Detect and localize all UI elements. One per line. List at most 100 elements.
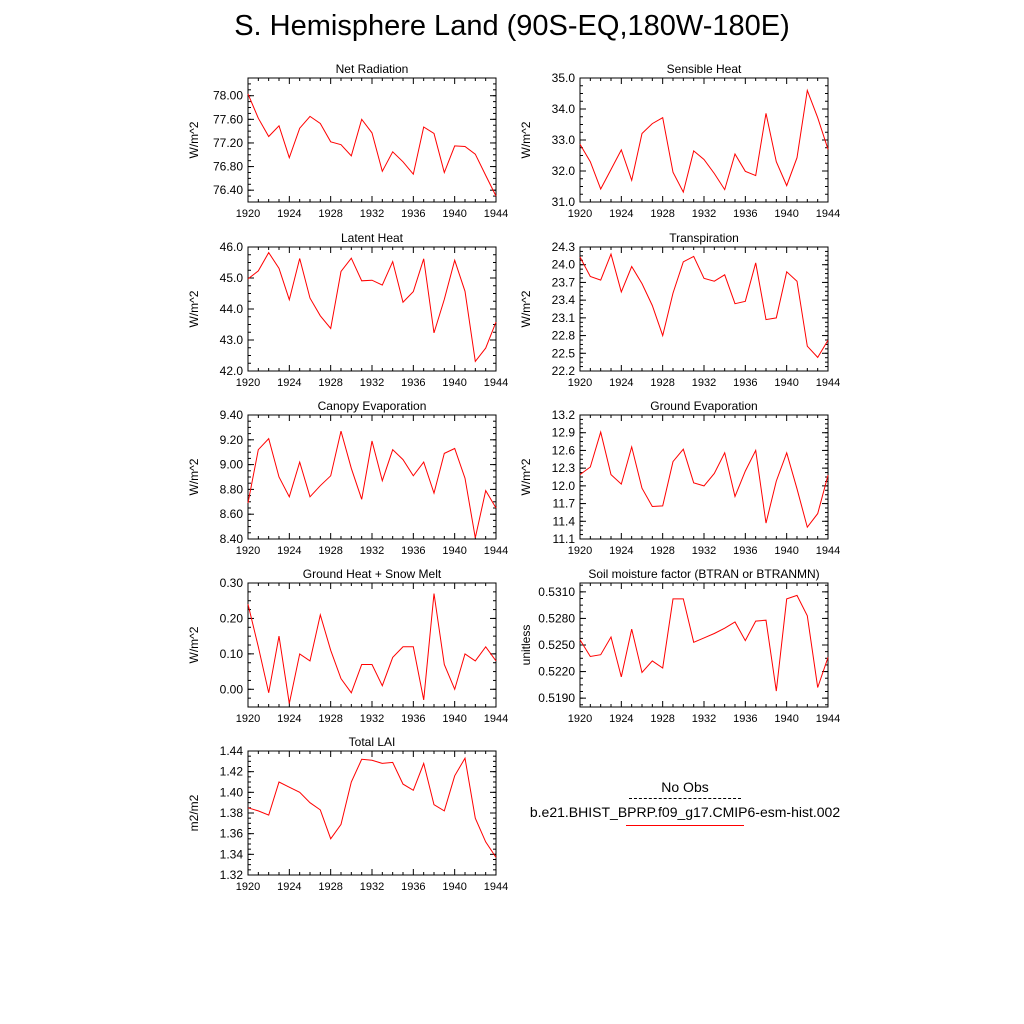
y-tick-label: 0.10 xyxy=(220,647,244,661)
x-tick-label: 1924 xyxy=(277,377,301,389)
x-tick-label: 1920 xyxy=(236,208,260,220)
chart-title: Latent Heat xyxy=(341,231,404,245)
plot-frame xyxy=(579,77,829,203)
y-tick-label: 0.20 xyxy=(220,611,244,625)
y-tick-label: 12.3 xyxy=(552,461,576,475)
x-tick-label: 1936 xyxy=(401,208,425,220)
y-tick-label: 12.9 xyxy=(552,426,576,440)
x-tick-label: 1924 xyxy=(609,713,633,725)
y-tick-label: 12.0 xyxy=(552,479,576,493)
figure-title: S. Hemisphere Land (90S-EQ,180W-180E) xyxy=(234,10,790,42)
chart-title: Ground Heat + Snow Melt xyxy=(303,567,442,581)
y-axis-label: W/m^2 xyxy=(519,121,533,158)
series-line xyxy=(579,430,829,529)
y-tick-label: 0.5280 xyxy=(538,611,575,625)
plot-frame xyxy=(247,246,497,372)
y-tick-label: 0.00 xyxy=(220,682,244,696)
x-tick-label: 1936 xyxy=(401,545,425,557)
x-tick-label: 1920 xyxy=(568,377,592,389)
x-tick-label: 1920 xyxy=(236,713,260,725)
x-tick-label: 1928 xyxy=(318,208,342,220)
y-tick-label: 8.40 xyxy=(220,532,244,546)
y-tick-label: 77.60 xyxy=(213,112,243,126)
y-tick-label: 45.0 xyxy=(220,271,244,285)
y-tick-label: 9.00 xyxy=(220,458,244,472)
y-axis-label: W/m^2 xyxy=(519,458,533,495)
x-tick-label: 1944 xyxy=(484,545,508,557)
y-tick-label: 23.1 xyxy=(552,311,576,325)
x-tick-label: 1924 xyxy=(609,377,633,389)
y-tick-label: 11.4 xyxy=(553,514,576,528)
y-tick-label: 1.40 xyxy=(220,785,244,799)
x-tick-label: 1928 xyxy=(650,208,674,220)
chart-title: Sensible Heat xyxy=(667,62,742,76)
y-tick-label: 23.7 xyxy=(552,275,576,289)
x-tick-label: 1936 xyxy=(401,713,425,725)
y-tick-label: 0.5190 xyxy=(538,691,575,705)
x-tick-label: 1944 xyxy=(484,713,508,725)
y-tick-label: 0.30 xyxy=(220,576,244,590)
y-axis-label: W/m^2 xyxy=(519,290,533,327)
x-tick-label: 1944 xyxy=(816,208,840,220)
y-tick-label: 76.80 xyxy=(213,160,243,174)
x-tick-label: 1940 xyxy=(774,208,798,220)
legend-model-line xyxy=(626,825,744,826)
x-tick-label: 1944 xyxy=(816,713,840,725)
y-axis-label: W/m^2 xyxy=(187,121,201,158)
x-tick-label: 1940 xyxy=(774,713,798,725)
y-tick-label: 78.00 xyxy=(213,89,243,103)
y-tick-label: 24.0 xyxy=(552,258,576,272)
legend-obs-dash xyxy=(629,798,741,799)
series-line xyxy=(247,593,497,704)
chart-panel-4: 1920 1924 1928 1932 1936 1940 1944 22.2 22.5 22.8… xyxy=(519,231,840,389)
x-tick-label: 1944 xyxy=(816,545,840,557)
y-tick-label: 32.0 xyxy=(552,164,576,178)
chart-panel-5: 1920 1924 1928 1932 1936 1940 1944 8.40 8.60 8.80… xyxy=(187,399,508,557)
x-tick-label: 1936 xyxy=(733,377,757,389)
chart-panel-6: 1920 1924 1928 1932 1936 1940 1944 11.1 11.4 11.7… xyxy=(519,399,840,557)
y-tick-label: 12.6 xyxy=(552,443,576,457)
y-tick-label: 1.32 xyxy=(220,868,244,882)
chart-title: Soil moisture factor (BTRAN or BTRANMN) xyxy=(588,567,819,581)
y-tick-label: 8.60 xyxy=(220,507,244,521)
x-tick-label: 1932 xyxy=(360,377,384,389)
chart-panel-1: 1920 1924 1928 1932 1936 1940 1944 76.40 76.80 77… xyxy=(187,62,508,220)
y-tick-label: 34.0 xyxy=(552,102,576,116)
y-tick-label: 46.0 xyxy=(220,240,244,254)
y-tick-label: 8.80 xyxy=(220,482,244,496)
plot-frame xyxy=(579,582,829,708)
y-tick-label: 31.0 xyxy=(552,195,576,209)
x-tick-label: 1928 xyxy=(650,713,674,725)
legend-model-label: b.e21.BHIST_BPRP.f09_g17.CMIP6-esm-hist.… xyxy=(529,804,841,820)
chart-title: Ground Evaporation xyxy=(650,399,757,413)
x-tick-label: 1932 xyxy=(360,713,384,725)
y-tick-label: 0.5250 xyxy=(538,638,575,652)
x-tick-label: 1940 xyxy=(774,377,798,389)
y-tick-label: 44.0 xyxy=(220,302,244,316)
x-tick-label: 1936 xyxy=(401,881,425,893)
series-line xyxy=(247,93,497,197)
x-tick-label: 1932 xyxy=(360,208,384,220)
y-tick-label: 11.7 xyxy=(553,497,576,511)
y-tick-label: 1.42 xyxy=(220,765,244,779)
chart-title: Net Radiation xyxy=(336,62,409,76)
plot-frame xyxy=(579,414,829,540)
x-tick-label: 1924 xyxy=(277,545,301,557)
x-tick-label: 1932 xyxy=(692,545,716,557)
x-tick-label: 1936 xyxy=(733,545,757,557)
y-tick-label: 22.2 xyxy=(552,364,576,378)
series-line xyxy=(579,594,829,692)
chart-title: Canopy Evaporation xyxy=(318,399,427,413)
y-tick-label: 9.20 xyxy=(220,433,244,447)
x-tick-label: 1940 xyxy=(774,545,798,557)
y-axis-label: unitless xyxy=(519,625,533,666)
x-tick-label: 1932 xyxy=(692,377,716,389)
series-line xyxy=(247,251,497,363)
x-tick-label: 1920 xyxy=(236,881,260,893)
y-axis-label: m2/m2 xyxy=(187,794,201,831)
y-tick-label: 35.0 xyxy=(552,71,576,85)
y-axis-label: W/m^2 xyxy=(187,290,201,327)
y-tick-label: 42.0 xyxy=(220,364,244,378)
y-tick-label: 0.5310 xyxy=(538,585,575,599)
x-tick-label: 1920 xyxy=(236,377,260,389)
